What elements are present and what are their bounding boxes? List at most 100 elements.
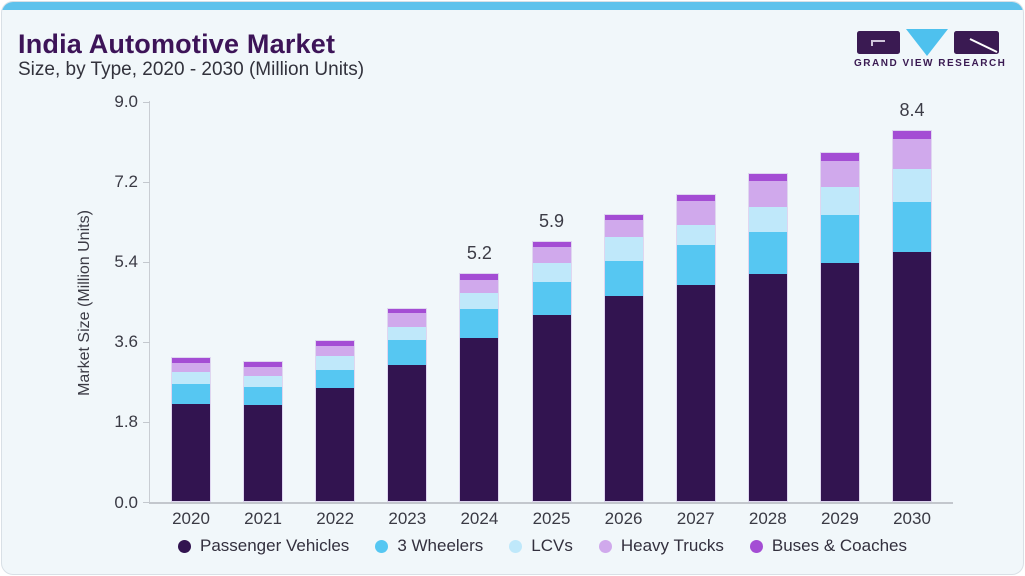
x-tick-label-2024: 2024 — [460, 509, 499, 528]
segment-3-wheelers-2028 — [748, 231, 787, 275]
top-accent-strip — [2, 2, 1023, 10]
bar-2030 — [892, 129, 932, 502]
bar-2021 — [243, 361, 284, 502]
chart-legend: Passenger Vehicles 3 Wheelers LCVs Heavy Tr… — [2, 536, 1023, 556]
y-tick-mark — [143, 421, 150, 423]
grand-view-research-logo-icon — [857, 29, 999, 56]
segment-lcvs-2025 — [532, 263, 571, 282]
segment-3-wheelers-2029 — [820, 214, 859, 264]
logo-wordmark: GRAND VIEW RESEARCH — [854, 58, 1007, 69]
legend-label: LCVs — [531, 536, 573, 555]
segment-passenger-vehicles-2022 — [316, 387, 355, 501]
segment-buses-coaches-2020 — [172, 358, 210, 363]
legend-dot-icon — [509, 539, 523, 553]
legend-label: 3 Wheelers — [397, 536, 484, 555]
segment-buses-coaches-2023 — [388, 308, 427, 314]
y-axis-line — [149, 101, 150, 503]
segment-passenger-vehicles-2025 — [532, 314, 571, 501]
bar-2024 — [459, 272, 500, 502]
total-label-2030: 8.4 — [899, 99, 925, 120]
segment-passenger-vehicles-2021 — [244, 405, 283, 501]
segment-3-wheelers-2022 — [316, 369, 355, 388]
segment-buses-coaches-2028 — [748, 174, 787, 182]
bar-2022 — [315, 340, 356, 502]
legend-dot-icon — [177, 539, 191, 553]
y-tick-label-3.6: 3.6 — [114, 332, 138, 352]
x-tick-label-2025: 2025 — [532, 509, 571, 528]
y-tick-mark — [143, 502, 150, 503]
legend-label: Buses & Coaches — [771, 536, 907, 555]
bar-2023 — [387, 307, 428, 502]
legend-label: Passenger Vehicles — [199, 536, 350, 555]
y-tick-label-0.0: 0.0 — [114, 492, 138, 512]
y-tick-label-9.0: 9.0 — [114, 92, 138, 111]
y-tick-mark — [143, 261, 150, 263]
segment-buses-coaches-2030 — [893, 130, 931, 140]
segment-passenger-vehicles-2029 — [820, 263, 859, 501]
segment-passenger-vehicles-2024 — [460, 337, 499, 501]
segment-lcvs-2027 — [676, 224, 715, 246]
x-tick-label-2028: 2028 — [748, 509, 787, 528]
total-label-2025: 5.9 — [538, 210, 565, 231]
bar-2028 — [747, 173, 788, 502]
segment-buses-coaches-2029 — [820, 153, 859, 162]
x-tick-label-2021: 2021 — [244, 509, 282, 528]
y-tick-mark — [143, 181, 150, 183]
bar-2025 — [531, 240, 572, 502]
segment-heavy-trucks-2027 — [676, 200, 715, 225]
segment-heavy-trucks-2026 — [604, 220, 643, 238]
legend-label: Heavy Trucks — [620, 536, 724, 555]
y-tick-mark — [143, 341, 150, 343]
segment-passenger-vehicles-2028 — [748, 274, 787, 501]
bar-2027 — [675, 194, 716, 502]
legend-dot-icon — [598, 539, 612, 553]
segment-buses-coaches-2026 — [604, 215, 643, 221]
y-tick-label-5.4: 5.4 — [114, 252, 138, 272]
segment-passenger-vehicles-2020 — [172, 403, 210, 501]
x-tick-label-2029: 2029 — [820, 509, 859, 528]
segment-lcvs-2023 — [388, 327, 427, 341]
segment-heavy-trucks-2022 — [316, 345, 355, 357]
segment-buses-coaches-2027 — [676, 195, 715, 201]
page-subtitle: Size, by Type, 2020 - 2030 (Million Unit… — [18, 59, 365, 80]
total-label-2024: 5.2 — [466, 242, 492, 263]
segment-heavy-trucks-2021 — [244, 366, 283, 376]
segment-3-wheelers-2026 — [604, 260, 643, 296]
legend-item-3-wheelers: 3 Wheelers — [375, 536, 483, 556]
segment-lcvs-2020 — [172, 371, 210, 385]
segment-lcvs-2029 — [820, 187, 859, 215]
y-tick-mark — [143, 101, 150, 103]
segment-lcvs-2024 — [460, 292, 499, 310]
segment-3-wheelers-2021 — [244, 387, 283, 406]
segment-buses-coaches-2021 — [244, 362, 283, 367]
segment-buses-coaches-2024 — [460, 273, 499, 280]
segment-heavy-trucks-2030 — [893, 139, 931, 170]
legend-item-lcvs: LCVs — [509, 536, 573, 556]
y-axis-title: Market Size (Million Units) — [76, 210, 93, 396]
segment-lcvs-2030 — [893, 169, 931, 202]
segment-3-wheelers-2023 — [388, 340, 427, 365]
segment-passenger-vehicles-2023 — [388, 364, 427, 501]
legend-dot-icon — [749, 539, 763, 553]
legend-dot-icon — [375, 539, 389, 553]
segment-passenger-vehicles-2027 — [676, 285, 715, 501]
segment-heavy-trucks-2023 — [388, 313, 427, 328]
segment-buses-coaches-2025 — [532, 241, 571, 248]
x-tick-label-2030: 2030 — [893, 509, 931, 528]
bar-2026 — [603, 214, 644, 502]
x-tick-label-2027: 2027 — [676, 509, 715, 528]
legend-item-buses-coaches: Buses & Coaches — [749, 536, 907, 556]
segment-heavy-trucks-2028 — [748, 181, 787, 207]
segment-heavy-trucks-2020 — [172, 362, 210, 372]
segment-lcvs-2021 — [244, 375, 283, 388]
page-title: India Automotive Market — [18, 29, 336, 59]
x-tick-label-2023: 2023 — [388, 509, 427, 528]
y-tick-label-1.8: 1.8 — [114, 412, 138, 432]
segment-lcvs-2026 — [604, 237, 643, 261]
segment-3-wheelers-2020 — [172, 384, 210, 404]
legend-item-heavy-trucks: Heavy Trucks — [598, 536, 724, 556]
segment-3-wheelers-2027 — [676, 245, 715, 286]
segment-3-wheelers-2024 — [460, 309, 499, 338]
